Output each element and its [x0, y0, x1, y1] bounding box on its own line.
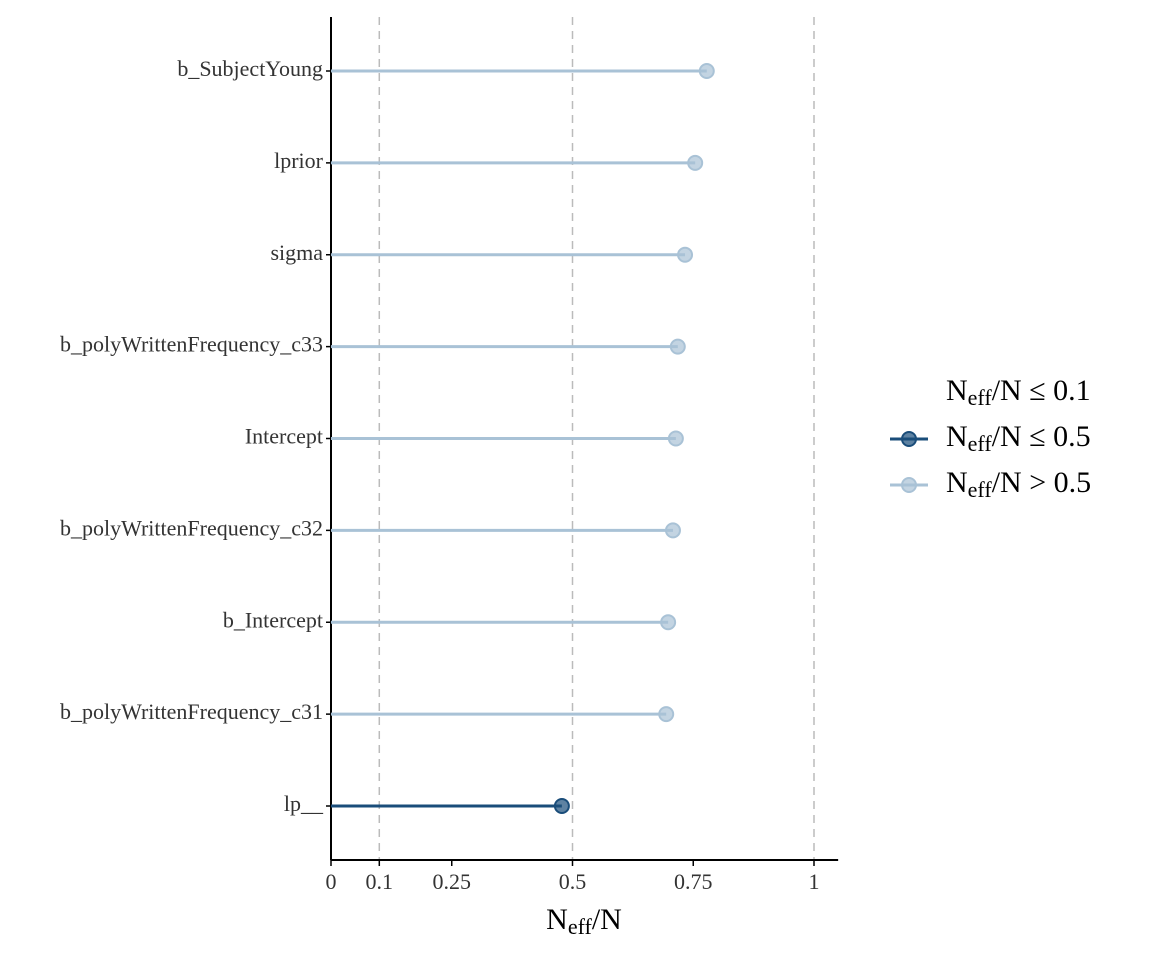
point — [667, 430, 684, 447]
y-tick-label: lprior — [274, 148, 324, 173]
y-tick-label: b_polyWrittenFrequency_c31 — [60, 699, 323, 724]
point — [553, 798, 570, 814]
legend-key-point — [901, 431, 917, 447]
point — [677, 246, 694, 263]
legend-label: Neff/N ≤ 0.5 — [946, 420, 1091, 456]
point — [669, 338, 686, 355]
y-tick-label: b_polyWrittenFrequency_c32 — [60, 515, 323, 540]
y-tick-label: b_Intercept — [223, 607, 323, 632]
x-tick-label: 1 — [809, 869, 820, 894]
y-tick-label: lp__ — [284, 791, 324, 816]
point — [660, 614, 677, 631]
x-tick-label: 0.25 — [433, 869, 472, 894]
x-tick-label: 0.1 — [366, 869, 394, 894]
legend-label: Neff/N ≤ 0.1 — [946, 374, 1091, 410]
point — [664, 522, 681, 539]
x-tick-label: 0 — [326, 869, 337, 894]
y-tick-label: sigma — [270, 240, 323, 265]
point — [698, 63, 715, 79]
legend-label: Neff/N > 0.5 — [946, 466, 1091, 502]
y-tick-label: Intercept — [245, 424, 323, 449]
point — [687, 154, 704, 171]
legend-key-point — [901, 477, 917, 493]
x-tick-label: 0.5 — [559, 869, 587, 894]
point — [658, 706, 675, 723]
y-tick-label: b_SubjectYoung — [177, 56, 323, 81]
y-tick-label: b_polyWrittenFrequency_c33 — [60, 332, 323, 357]
x-axis-title: Neff/N — [546, 903, 622, 939]
x-tick-label: 0.75 — [674, 869, 713, 894]
